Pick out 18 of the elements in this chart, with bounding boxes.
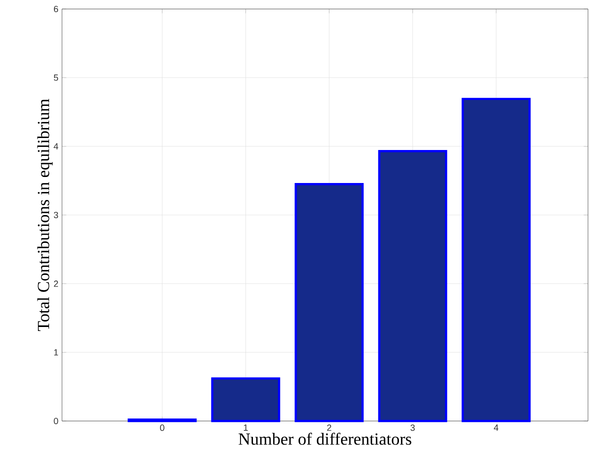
bar [294,183,364,422]
y-tick-label: 2 [54,280,58,287]
y-axis-title: Total Contributions in equilibrium [37,98,53,331]
bar [211,377,280,422]
y-tick-label: 6 [54,6,58,12]
y-tick-label: 3 [54,212,58,218]
bar [378,150,448,422]
y-tick-label: 1 [54,349,58,356]
x-tick-label: 1 [244,424,248,431]
x-tick-label: 3 [410,424,415,431]
x-tick-label: 2 [327,424,332,431]
x-tick-label: 4 [494,424,498,431]
y-tick-label: 5 [54,74,58,81]
x-axis-title: Number of differentiators [238,432,412,445]
bar [462,98,531,422]
x-tick-label: 0 [160,424,164,431]
y-tick-label: 4 [54,143,58,150]
y-tick-label: 0 [54,418,58,424]
